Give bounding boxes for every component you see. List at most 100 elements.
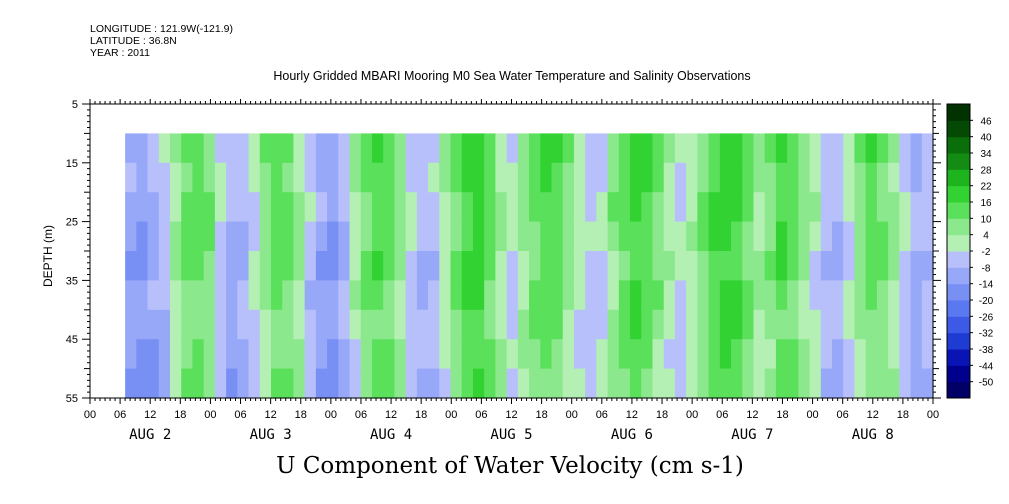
heatmap-cell bbox=[461, 368, 474, 399]
heatmap-cell bbox=[719, 280, 732, 311]
heatmap-cell bbox=[293, 251, 306, 281]
heatmap-cell bbox=[742, 309, 755, 340]
heatmap-cell bbox=[147, 162, 160, 193]
x-hour-label: 18 bbox=[415, 409, 427, 421]
heatmap-cell bbox=[888, 133, 900, 164]
heatmap-cell bbox=[327, 368, 339, 399]
heatmap-cell bbox=[517, 133, 530, 164]
heatmap-cell bbox=[181, 368, 194, 399]
heatmap-cell bbox=[843, 192, 856, 223]
heatmap-cell bbox=[585, 339, 597, 370]
heatmap-cell bbox=[203, 309, 216, 340]
heatmap-cell bbox=[383, 309, 396, 340]
heatmap-cell bbox=[573, 368, 586, 399]
x-day-label: AUG 8 bbox=[852, 427, 894, 443]
heatmap-cell bbox=[540, 133, 553, 164]
heatmap-cell bbox=[731, 192, 743, 223]
heatmap-cell bbox=[607, 339, 620, 370]
heatmap-cell bbox=[596, 221, 609, 252]
heatmap-cell bbox=[203, 162, 216, 193]
heatmap-cell bbox=[888, 339, 900, 370]
heatmap-cell bbox=[876, 339, 889, 370]
heatmap-cell bbox=[259, 221, 272, 252]
heatmap-cell bbox=[383, 162, 396, 193]
x-hour-label: 00 bbox=[806, 409, 818, 421]
heatmap-cell bbox=[226, 192, 238, 223]
heatmap-cell bbox=[573, 162, 586, 193]
x-hour-label: 06 bbox=[234, 409, 246, 421]
heatmap-cell bbox=[888, 162, 900, 193]
heatmap-cell bbox=[349, 133, 362, 164]
heatmap-cell bbox=[416, 280, 429, 311]
heatmap-cell bbox=[203, 368, 216, 399]
x-hour-label: 00 bbox=[686, 409, 698, 421]
heatmap-cell bbox=[405, 133, 418, 164]
heatmap-cell bbox=[865, 339, 878, 370]
heatmap-cell bbox=[798, 280, 811, 311]
heatmap-cell bbox=[259, 192, 272, 223]
heatmap-cell bbox=[731, 162, 743, 193]
colorbar-swatch bbox=[947, 332, 970, 350]
colorbar-swatch bbox=[947, 104, 970, 121]
heatmap-cell bbox=[787, 133, 799, 164]
heatmap-cell bbox=[428, 368, 440, 399]
heatmap-cell bbox=[315, 162, 328, 193]
heatmap-cell bbox=[203, 192, 216, 223]
heatmap-cell bbox=[562, 309, 575, 340]
heatmap-cell bbox=[237, 192, 250, 223]
heatmap-cell bbox=[181, 162, 194, 193]
heatmap-cell bbox=[674, 162, 687, 193]
heatmap-cell bbox=[551, 280, 564, 311]
heatmap-cell bbox=[876, 280, 889, 311]
heatmap-cell bbox=[506, 339, 519, 370]
heatmap-cell bbox=[439, 221, 452, 252]
heatmap-cell bbox=[495, 192, 508, 223]
heatmap-cell bbox=[753, 280, 766, 311]
heatmap-cell bbox=[428, 162, 440, 193]
colorbar-label: -8 bbox=[982, 263, 991, 274]
heatmap-cell bbox=[327, 339, 339, 370]
heatmap-cell bbox=[686, 251, 698, 281]
heatmap-cell bbox=[641, 280, 654, 311]
heatmap-cell bbox=[327, 192, 339, 223]
heatmap-cell bbox=[618, 133, 631, 164]
heatmap-cell bbox=[764, 221, 777, 252]
heatmap-cell bbox=[562, 339, 575, 370]
heatmap-cell bbox=[214, 251, 227, 281]
heatmap-cell bbox=[517, 309, 530, 340]
heatmap-cell bbox=[371, 251, 384, 281]
heatmap-cell bbox=[910, 133, 923, 164]
heatmap-cell bbox=[641, 251, 654, 281]
heatmap-cell bbox=[304, 251, 317, 281]
heatmap-cell bbox=[394, 133, 407, 164]
heatmap-cell bbox=[809, 221, 822, 252]
heatmap-cell bbox=[472, 309, 485, 340]
location-header: LONGITUDE : 121.9W(-121.9) LATITUDE : 36… bbox=[90, 23, 233, 59]
heatmap-cell bbox=[147, 251, 160, 281]
heatmap-cell bbox=[719, 192, 732, 223]
heatmap-cell bbox=[360, 162, 373, 193]
heatmap-cell bbox=[349, 280, 362, 311]
heatmap-cell bbox=[551, 368, 564, 399]
heatmap-cell bbox=[529, 368, 541, 399]
heatmap-cell bbox=[708, 339, 721, 370]
heatmap-cell bbox=[742, 221, 755, 252]
x-hour-label: 06 bbox=[596, 409, 608, 421]
heatmap-cell bbox=[674, 309, 687, 340]
heatmap-cell bbox=[663, 309, 676, 340]
heatmap-cell bbox=[876, 192, 889, 223]
heatmap-chart: 5 15 25 35 45 55 00 06 12 18 00 06 12 18 00 06 12 18 00 06… bbox=[41, 99, 994, 443]
heatmap-cell bbox=[125, 280, 137, 311]
heatmap-cell bbox=[652, 280, 665, 311]
heatmap-cell bbox=[798, 133, 811, 164]
heatmap-cell bbox=[731, 368, 743, 399]
heatmap-cell bbox=[450, 339, 463, 370]
heatmap-cell bbox=[293, 280, 306, 311]
heatmap-cell bbox=[742, 133, 755, 164]
heatmap-cell bbox=[472, 221, 485, 252]
x-hour-label: 00 bbox=[566, 409, 578, 421]
heatmap-cell bbox=[147, 221, 160, 252]
heatmap-cell bbox=[708, 280, 721, 311]
heatmap-cell bbox=[630, 162, 642, 193]
heatmap-cell bbox=[484, 192, 496, 223]
